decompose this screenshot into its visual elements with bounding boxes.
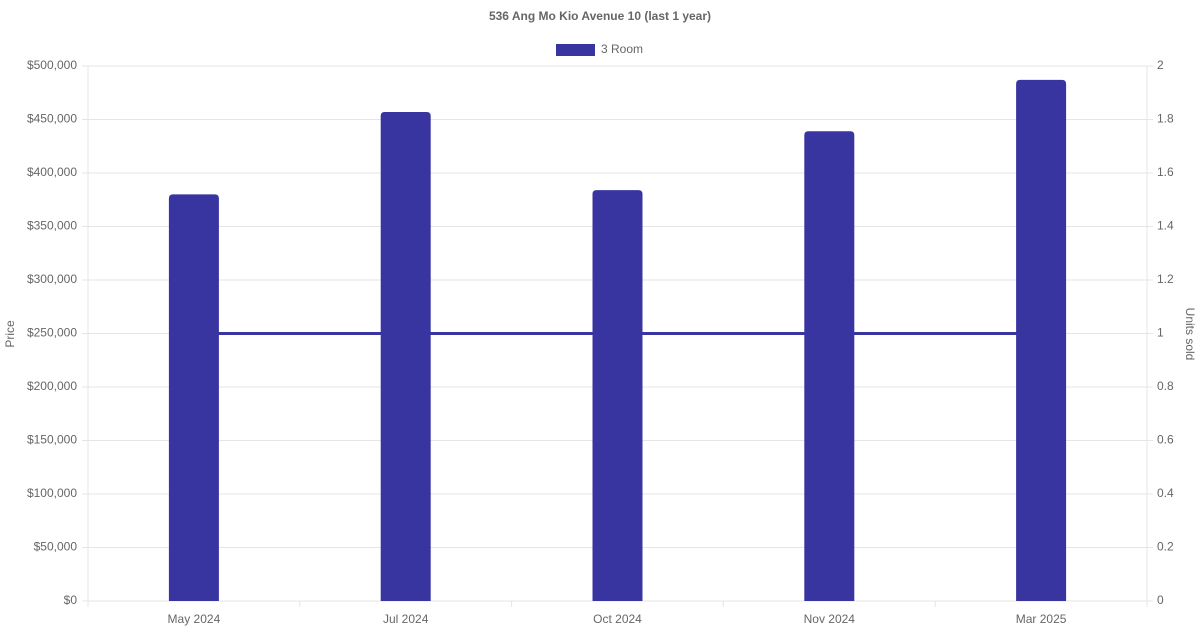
y2-tick-label: 0.6 [1157,433,1174,447]
y-tick-label: $200,000 [27,379,77,393]
bar [1016,79,1067,601]
y2-axis-title: Units sold [1183,308,1197,361]
y-tick-label: $0 [64,593,78,607]
bar [380,112,431,601]
y2-tick-label: 1.6 [1157,165,1174,179]
x-tick-label: Jul 2024 [383,612,429,626]
y2-tick-label: 0 [1157,593,1164,607]
bar [168,194,219,601]
x-tick-label: Nov 2024 [804,612,856,626]
bar [804,131,855,601]
legend-label: 3 Room [601,42,643,56]
y-tick-label: $500,000 [27,58,77,72]
y2-tick-label: 2 [1157,58,1164,72]
y-axis-title: Price [3,320,17,348]
x-tick-label: Mar 2025 [1016,612,1067,626]
y2-tick-label: 1.8 [1157,112,1174,126]
x-tick-label: May 2024 [168,612,221,626]
y-tick-label: $350,000 [27,219,77,233]
y-tick-label: $300,000 [27,272,77,286]
y2-tick-label: 0.4 [1157,486,1174,500]
y2-tick-label: 0.8 [1157,379,1174,393]
y-tick-label: $100,000 [27,486,77,500]
y2-tick-label: 1.4 [1157,219,1174,233]
y-tick-label: $450,000 [27,112,77,126]
bar [592,190,643,601]
y-tick-label: $400,000 [27,165,77,179]
x-tick-label: Oct 2024 [593,612,642,626]
y-tick-label: $50,000 [34,540,78,554]
y-tick-label: $250,000 [27,326,77,340]
legend-swatch [556,44,595,56]
y2-tick-label: 0.2 [1157,540,1174,554]
chart-title: 536 Ang Mo Kio Avenue 10 (last 1 year) [489,9,711,23]
y2-tick-label: 1.2 [1157,272,1174,286]
y-tick-label: $150,000 [27,433,77,447]
y2-tick-label: 1 [1157,326,1164,340]
